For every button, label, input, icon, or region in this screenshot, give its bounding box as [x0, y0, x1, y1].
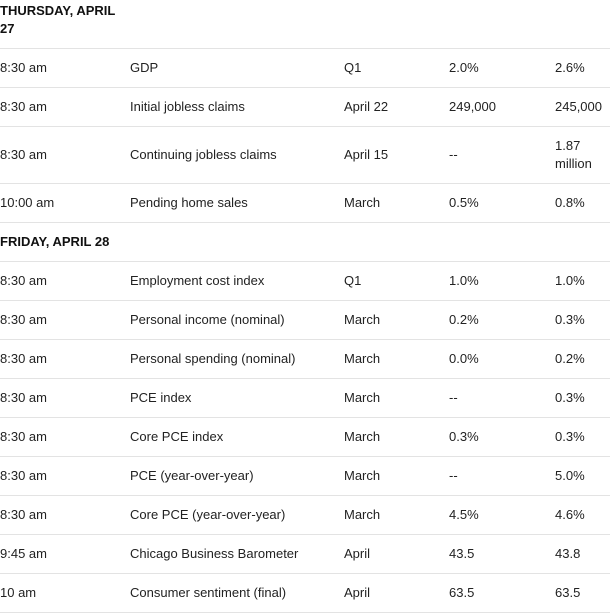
- release-previous: 2.6%: [555, 48, 610, 88]
- release-event: PCE (year-over-year): [130, 456, 344, 496]
- release-time: 8:30 am: [0, 339, 130, 379]
- release-period: March: [344, 495, 449, 535]
- release-time: 8:30 am: [0, 417, 130, 457]
- release-period: April: [344, 573, 449, 613]
- release-event: Core PCE index: [130, 417, 344, 457]
- table-row: 8:30 am Initial jobless claims April 22 …: [0, 87, 610, 127]
- table-row: 8:30 am Employment cost index Q1 1.0% 1.…: [0, 261, 610, 301]
- release-event: Consumer sentiment (final): [130, 573, 344, 613]
- release-previous: 0.3%: [555, 417, 610, 457]
- release-forecast: 63.5: [449, 573, 555, 613]
- release-period: March: [344, 378, 449, 418]
- release-time: 8:30 am: [0, 126, 130, 184]
- release-previous: 0.8%: [555, 183, 610, 223]
- table-row: 8:30 am Core PCE (year-over-year) March …: [0, 495, 610, 535]
- release-forecast: 43.5: [449, 534, 555, 574]
- release-previous: 245,000: [555, 87, 610, 127]
- release-time: 10 am: [0, 573, 130, 613]
- release-previous: 5.0%: [555, 456, 610, 496]
- release-forecast: 0.0%: [449, 339, 555, 379]
- release-forecast: 4.5%: [449, 495, 555, 535]
- release-period: March: [344, 300, 449, 340]
- release-event: Pending home sales: [130, 183, 344, 223]
- table-row: 8:30 am PCE index March -- 0.3%: [0, 378, 610, 418]
- release-period: April 15: [344, 126, 449, 184]
- release-time: 8:30 am: [0, 495, 130, 535]
- release-time: 8:30 am: [0, 300, 130, 340]
- release-event: Continuing jobless claims: [130, 126, 344, 184]
- release-previous: 43.8: [555, 534, 610, 574]
- release-period: Q1: [344, 48, 449, 88]
- release-forecast: 0.2%: [449, 300, 555, 340]
- release-forecast: --: [449, 378, 555, 418]
- release-event: Core PCE (year-over-year): [130, 495, 344, 535]
- table-row: 8:30 am Personal spending (nominal) Marc…: [0, 339, 610, 379]
- day-heading-row: THURSDAY, APRIL 27: [0, 0, 610, 49]
- release-forecast: 1.0%: [449, 261, 555, 301]
- release-forecast: --: [449, 126, 555, 184]
- release-forecast: 249,000: [449, 87, 555, 127]
- table-row: 9:45 am Chicago Business Barometer April…: [0, 534, 610, 574]
- release-event: GDP: [130, 48, 344, 88]
- release-event: Initial jobless claims: [130, 87, 344, 127]
- release-period: April: [344, 534, 449, 574]
- day-heading: FRIDAY, APRIL 28: [0, 222, 344, 262]
- release-previous: 63.5: [555, 573, 610, 613]
- release-forecast: 0.5%: [449, 183, 555, 223]
- release-previous: 0.3%: [555, 378, 610, 418]
- release-time: 8:30 am: [0, 48, 130, 88]
- release-event: Chicago Business Barometer: [130, 534, 344, 574]
- table-row: 10 am Consumer sentiment (final) April 6…: [0, 573, 610, 613]
- day-heading-row: FRIDAY, APRIL 28: [0, 222, 610, 262]
- release-time: 9:45 am: [0, 534, 130, 574]
- release-forecast: --: [449, 456, 555, 496]
- release-event: Personal income (nominal): [130, 300, 344, 340]
- release-period: Q1: [344, 261, 449, 301]
- release-time: 8:30 am: [0, 87, 130, 127]
- release-previous: 1.87 million: [555, 126, 610, 184]
- table-row: 8:30 am PCE (year-over-year) March -- 5.…: [0, 456, 610, 496]
- release-time: 8:30 am: [0, 261, 130, 301]
- day-heading: THURSDAY, APRIL 27: [0, 3, 116, 36]
- release-previous: 4.6%: [555, 495, 610, 535]
- release-period: March: [344, 456, 449, 496]
- table-row: 10:00 am Pending home sales March 0.5% 0…: [0, 183, 610, 223]
- release-event: Employment cost index: [130, 261, 344, 301]
- release-period: April 22: [344, 87, 449, 127]
- release-time: 8:30 am: [0, 456, 130, 496]
- release-event: PCE index: [130, 378, 344, 418]
- release-previous: 0.2%: [555, 339, 610, 379]
- release-period: March: [344, 183, 449, 223]
- release-time: 10:00 am: [0, 183, 130, 223]
- release-event: Personal spending (nominal): [130, 339, 344, 379]
- table-row: 8:30 am Personal income (nominal) March …: [0, 300, 610, 340]
- release-forecast: 2.0%: [449, 48, 555, 88]
- table-row: 8:30 am GDP Q1 2.0% 2.6%: [0, 48, 610, 88]
- release-period: March: [344, 417, 449, 457]
- table-row: 8:30 am Continuing jobless claims April …: [0, 126, 610, 184]
- release-previous: 1.0%: [555, 261, 610, 301]
- release-previous: 0.3%: [555, 300, 610, 340]
- release-time: 8:30 am: [0, 378, 130, 418]
- release-period: March: [344, 339, 449, 379]
- table-row: 8:30 am Core PCE index March 0.3% 0.3%: [0, 417, 610, 457]
- release-forecast: 0.3%: [449, 417, 555, 457]
